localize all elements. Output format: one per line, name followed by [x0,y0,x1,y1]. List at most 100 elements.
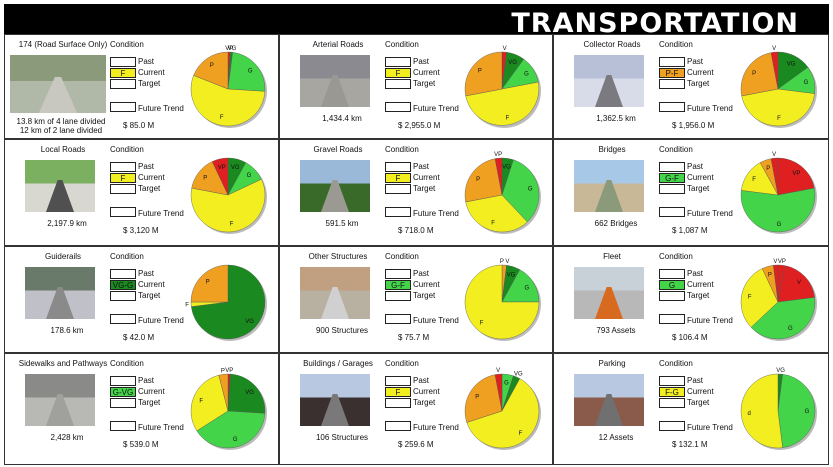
asset-card: Arterial Roads 1,434.4 km Condition Past F Cu… [279,34,553,139]
future-trend-label: Future Trend [687,423,733,432]
pie-slice [777,264,815,302]
pie-slice [741,88,815,126]
target-label: Target [413,184,436,193]
current-box: F-G [659,387,685,397]
pie-slice [501,159,540,222]
condition-pie-chart: VG G F P V [740,46,817,128]
pie-slice-label: VP [218,164,226,170]
past-box [110,57,136,67]
current-label: Current [138,280,165,289]
target-label: Target [138,184,161,193]
rural-road-photo [574,55,644,107]
pie-slice [494,157,503,195]
pie-slice-label: V [797,280,801,286]
sidewalk-photo [25,374,95,426]
current-box: G-VG [110,387,136,397]
target-label: Target [138,291,161,300]
condition-pie-chart: VG F P [185,264,267,341]
pie-slice-label: G [528,186,533,192]
asset-name: Bridges [598,145,626,154]
pie-slice-label: VG [245,319,254,325]
asset-grid: 174 (Road Surface Only) 13.8 km of 4 lane… [4,34,829,465]
asset-name: Fleet [603,252,621,261]
asset-name: Local Roads [40,145,86,154]
pie-slice-label: VP [792,170,800,176]
sound-wall-photo [300,267,370,319]
pie-slice [464,264,540,339]
pie-slice [740,267,779,328]
asset-name: Buildings / Garages [303,359,373,368]
asset-cost: $ 1,956.0 M [672,121,715,130]
pie-slice-label: P [752,70,756,76]
asset-cost: $ 85.0 M [123,121,155,130]
target-box [110,398,136,408]
pie-slice-label: G [248,68,253,74]
current-box: P-F [659,68,685,78]
pie-slice-label: F [752,176,756,182]
residential-road-photo [25,160,95,212]
target-label: Target [413,79,436,88]
pie-slice-label: VP [778,259,786,265]
past-label: Past [138,376,155,385]
past-box [110,269,136,279]
asset-card: Fleet 793 Assets Condition Past G Current Targ… [553,246,829,353]
future-trend-box [110,314,136,324]
condition-pie-chart: VG G F P VP [464,152,541,234]
current-box: G-F [385,280,411,290]
asset-card: Local Roads 2,197.9 km Condition Past F Curre… [4,139,279,246]
target-label: Target [687,291,710,300]
past-label: Past [687,57,704,66]
condition-label: Condition [659,40,693,49]
future-trend-box [385,421,411,431]
pie-slice-label: P [203,175,207,181]
pie-slice-label: V [496,368,500,374]
future-trend-label: Future Trend [138,104,184,113]
asset-quantity: 793 Assets [596,326,636,335]
pie-slice [211,157,229,195]
target-box [659,184,685,194]
pie-slice-label: F [748,294,752,300]
past-box [110,376,136,386]
pie-slice [193,51,229,89]
current-box: F [110,173,136,183]
condition-label: Condition [110,145,144,154]
past-label: Past [413,269,430,278]
pie-slice-label: F [230,221,234,227]
past-box [385,376,411,386]
pie-slice-label: V [772,46,776,52]
condition-pie-chart: VG G F P VP [190,157,267,234]
current-box: F [385,68,411,78]
pie-slice-label: F [199,398,203,404]
past-label: Past [138,269,155,278]
target-label: Target [138,398,161,407]
pie-slice-label: F [519,431,523,437]
condition-pie-chart: V VG G F P [464,46,541,128]
pie-slice-label: VG [776,368,785,374]
asset-name: 174 (Road Surface Only) [18,40,108,49]
header-bar: TRANSPORTATION [4,4,829,39]
asset-name: Parking [598,359,626,368]
pie-slice [190,374,229,432]
condition-label: Condition [110,252,144,261]
pie-slice-label: P [221,368,225,374]
future-trend-box [110,102,136,112]
pie-slice [190,264,229,302]
asset-quantity: 13.8 km of 4 lane divided [16,117,106,126]
condition-label: Condition [385,252,419,261]
pie-slice [465,81,540,126]
pie-slice-label: G [805,409,810,415]
current-label: Current [138,173,165,182]
past-box [659,376,685,386]
past-label: Past [138,57,155,66]
pie-slice-label: P [206,279,210,285]
pie-slice [750,296,816,339]
page-title: TRANSPORTATION [511,8,799,39]
pie-slice-label: V [503,46,507,52]
pie-slice-label: P [768,272,772,278]
future-trend-label: Future Trend [138,209,184,218]
pie-slice-label: VP [225,368,233,374]
pie-slice [777,374,816,448]
target-box [659,291,685,301]
